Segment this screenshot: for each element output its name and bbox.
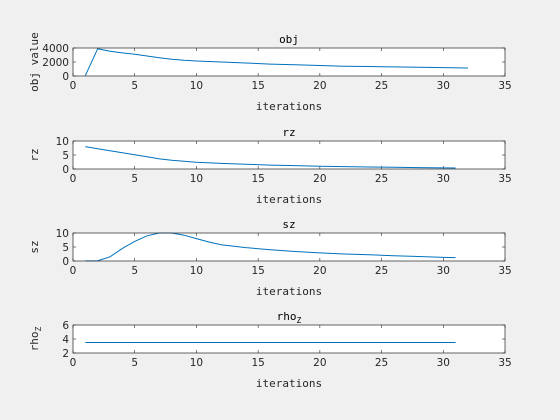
x-tick-label: 10 (190, 357, 203, 369)
axes-background (73, 325, 505, 353)
x-tick-label: 10 (190, 173, 203, 185)
chart-title: rz (282, 126, 295, 139)
y-tick-label: 10 (56, 228, 69, 240)
x-tick-label: 35 (498, 80, 511, 92)
x-tick-label: 25 (375, 357, 388, 369)
x-tick-label: 30 (437, 357, 450, 369)
axes-frame (72, 140, 506, 170)
x-tick-label: 15 (251, 265, 264, 277)
x-tick-label: 5 (131, 80, 138, 92)
y-tick-label: 0 (62, 164, 69, 176)
y-tick-label: 0 (62, 256, 69, 268)
y-tick-label: 4 (62, 334, 69, 346)
x-tick-label: 25 (375, 173, 388, 185)
x-tick-label: 0 (70, 80, 77, 92)
y-axis-label: obj value (28, 32, 41, 92)
series-line-1 (84, 48, 469, 76)
x-tick-label: 0 (70, 265, 77, 277)
x-tick-label: 15 (251, 357, 264, 369)
x-tick-label: 20 (313, 357, 326, 369)
series-line-1 (85, 232, 456, 262)
y-tick-label: 0 (62, 71, 69, 83)
y-tick-label: 4000 (42, 43, 69, 55)
x-tick-label: 5 (131, 173, 138, 185)
x-axis-label: iterations (256, 193, 322, 206)
x-tick-label: 0 (70, 173, 77, 185)
x-tick-label: 15 (251, 80, 264, 92)
y-tick-label: 2000 (42, 57, 69, 69)
x-tick-label: 35 (498, 173, 511, 185)
y-tick-label: 2 (62, 348, 69, 360)
x-axis-label: iterations (256, 377, 322, 390)
x-tick-label: 0 (70, 357, 77, 369)
x-tick-label: 30 (437, 80, 450, 92)
y-tick-label: 6 (62, 320, 69, 332)
x-axis-label: iterations (256, 100, 322, 113)
axes-background (73, 141, 505, 169)
subplot-1: 0 5 10 15 20 25 30 35020004000objiterationsobj … (28, 32, 512, 113)
x-tick-label: 5 (131, 265, 138, 277)
chart-title: sz (282, 218, 295, 231)
chart-title: rhoZ (277, 310, 302, 325)
y-tick-label: 5 (62, 242, 69, 254)
x-tick-label: 5 (131, 357, 138, 369)
x-tick-label: 30 (437, 173, 450, 185)
axes-frame (72, 232, 506, 262)
x-tick-label: 20 (313, 173, 326, 185)
x-tick-label: 10 (190, 265, 203, 277)
axes-frame (72, 324, 506, 354)
chart-title: obj (279, 33, 299, 46)
y-axis-label: sz (28, 240, 41, 253)
x-tick-label: 10 (190, 80, 203, 92)
x-axis-label: iterations (256, 285, 322, 298)
x-tick-label: 20 (313, 265, 326, 277)
y-tick-label: 10 (56, 136, 69, 148)
subplot-4: 0 5 10 15 20 25 30 35 2 4 6 rhoZ iterations rhoZ (28, 310, 512, 390)
y-axis-label: rz (28, 148, 41, 161)
series-line-1 (85, 146, 456, 169)
y-tick-label: 5 (62, 150, 69, 162)
y-axis-label: rhoZ (28, 326, 43, 351)
x-tick-label: 35 (498, 265, 511, 277)
x-tick-label: 25 (375, 80, 388, 92)
x-tick-label: 30 (437, 265, 450, 277)
x-tick-label: 25 (375, 265, 388, 277)
axes-frame (72, 47, 506, 77)
axes-background (73, 48, 505, 76)
x-tick-label: 15 (251, 173, 264, 185)
x-tick-label: 35 (498, 357, 511, 369)
x-tick-label: 20 (313, 80, 326, 92)
axes-background (73, 233, 505, 261)
